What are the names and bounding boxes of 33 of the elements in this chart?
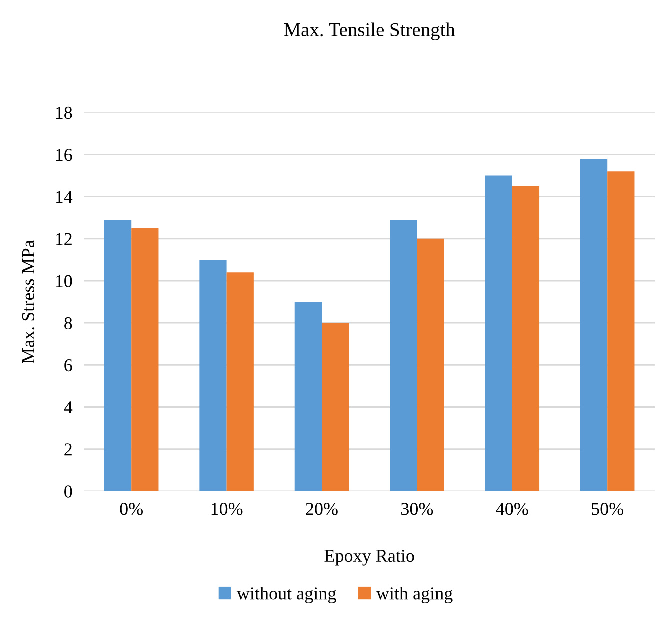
bar — [132, 228, 159, 492]
y-tick-label: 18 — [56, 106, 72, 120]
y-tick-label: 10 — [56, 275, 72, 288]
bar — [512, 186, 540, 492]
bar — [322, 323, 350, 492]
y-tick-label: 8 — [64, 317, 72, 330]
y-tick-label: 6 — [64, 359, 72, 372]
bar — [390, 220, 418, 492]
x-tick-label: 0% — [120, 503, 144, 516]
x-tick-label: 10% — [212, 503, 243, 516]
y-tick-label: 12 — [56, 233, 72, 246]
y-tick-label: 4 — [64, 402, 73, 414]
bar — [226, 272, 254, 492]
y-tick-label: 2 — [64, 444, 72, 456]
x-axis-title: Epoxy Ratio — [324, 550, 414, 566]
bar — [104, 220, 132, 492]
legend-label: with aging — [376, 587, 453, 604]
y-tick-label: 16 — [56, 149, 72, 162]
y-axis-title: Max. Stress MPa — [22, 240, 35, 364]
bar — [417, 238, 444, 492]
legend-label: without aging — [236, 587, 336, 604]
bar — [485, 176, 512, 492]
chart-title: Max. Tensile Strength — [284, 22, 456, 40]
y-tick-label: 14 — [56, 191, 73, 204]
bar — [608, 172, 635, 492]
bar — [200, 260, 227, 492]
x-tick-label: 30% — [402, 503, 434, 516]
x-tick-label: 40% — [496, 503, 528, 516]
bar — [294, 302, 322, 492]
y-tick-label: 0 — [64, 486, 72, 498]
x-tick-label: 50% — [592, 503, 624, 516]
x-tick-label: 20% — [306, 503, 338, 516]
bar — [580, 158, 608, 492]
